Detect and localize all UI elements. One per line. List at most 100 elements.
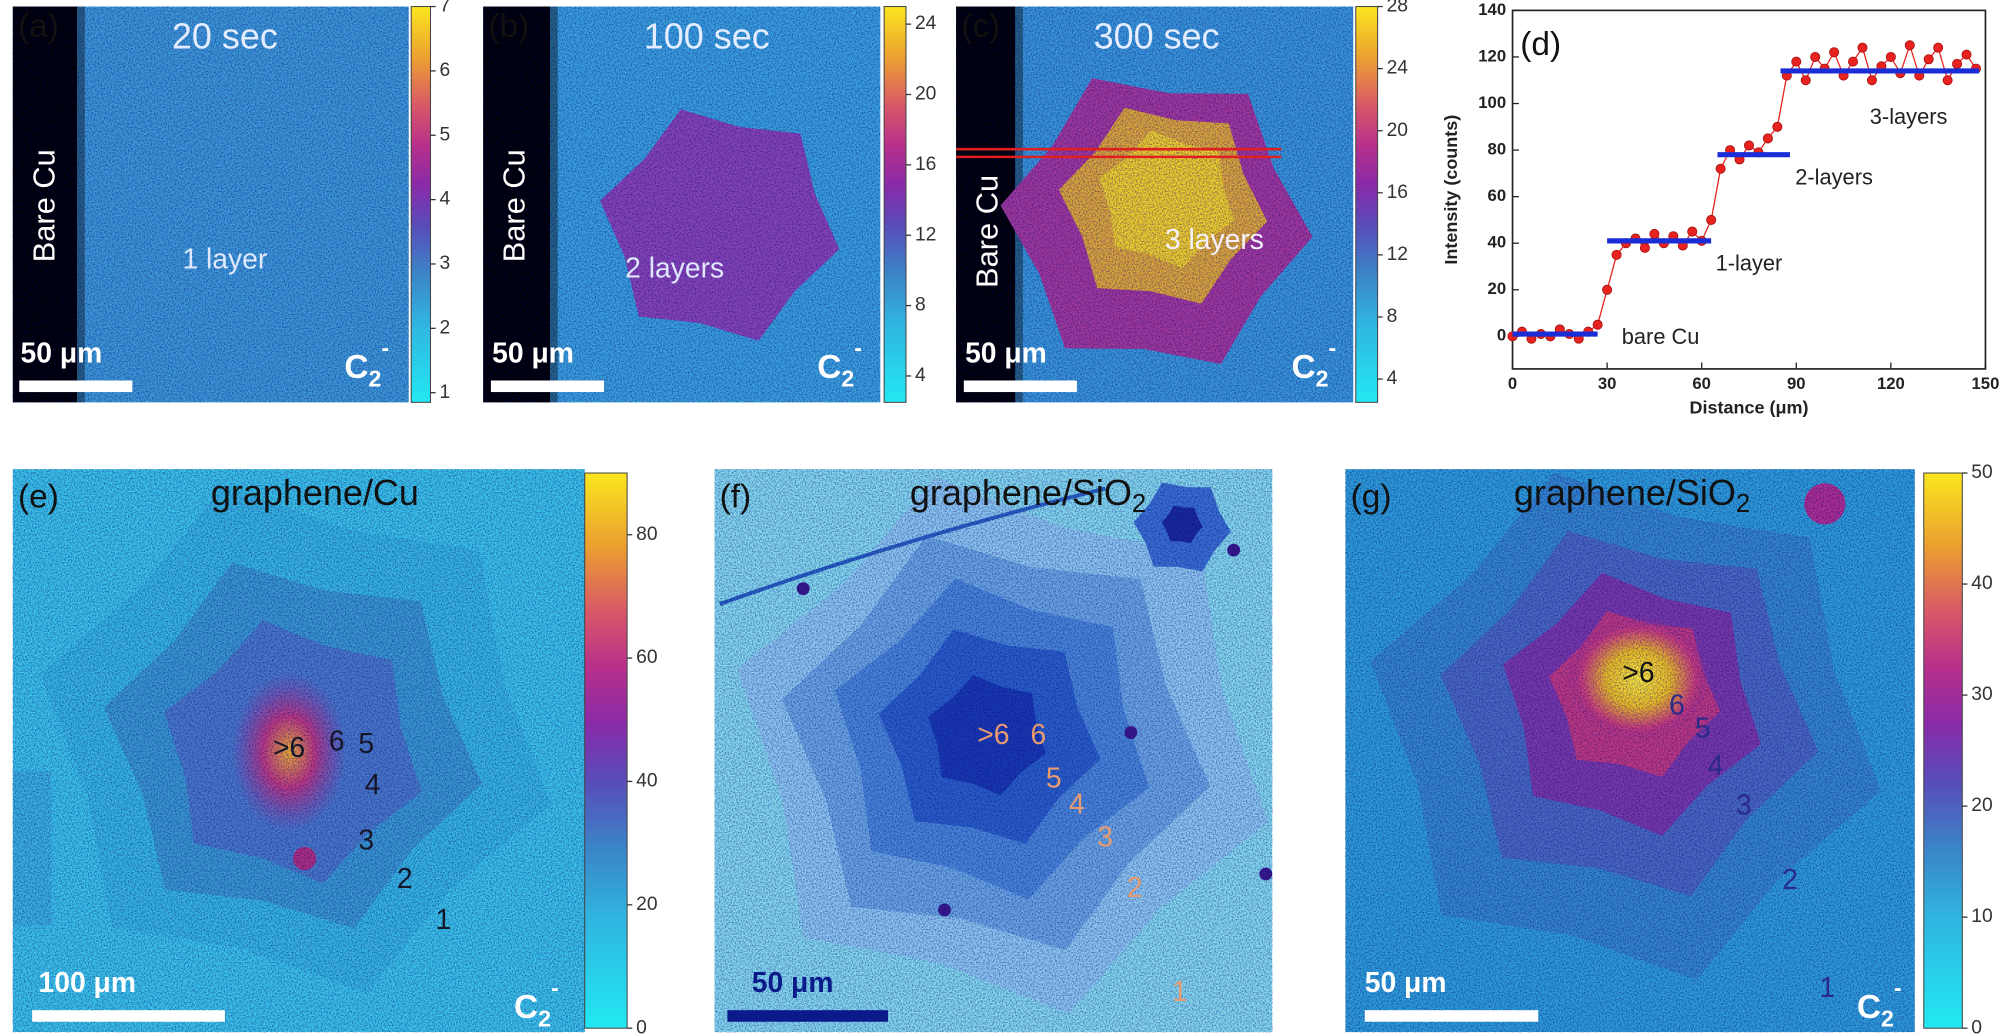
panel-label: (d) — [1520, 26, 1561, 63]
plot-frame — [1513, 10, 1986, 369]
colorbar-tick-label: 16 — [915, 154, 936, 175]
annotation: 2 — [1127, 871, 1143, 903]
title-text: graphene/Cu — [211, 471, 419, 512]
data-point — [1707, 215, 1716, 224]
colorbar-tick-label: 28 — [1387, 0, 1408, 17]
species-superscript: - — [551, 975, 559, 1001]
data-point — [1801, 76, 1810, 85]
colorbar-tick-label: 16 — [1387, 182, 1408, 203]
data-point — [1650, 229, 1659, 238]
y-tick-label: 20 — [1488, 279, 1507, 298]
noise — [715, 469, 1273, 1032]
colorbar-tick-label: 12 — [1387, 244, 1408, 265]
data-point — [1640, 243, 1649, 252]
colorbar-tick-label: 4 — [439, 189, 450, 210]
annotation: 3 — [1097, 821, 1113, 853]
title-text: graphene/SiO — [910, 471, 1132, 512]
colorbar-tick-label: 20 — [1971, 795, 1992, 816]
data-point — [1811, 52, 1820, 61]
panel-title: graphene/SiO2 — [910, 471, 1146, 518]
colorbar-tick-label: 0 — [1971, 1017, 1982, 1036]
colorbar-tick-label: 40 — [636, 771, 657, 792]
data-point — [1716, 164, 1725, 173]
species-superscript: - — [381, 335, 389, 361]
scale-bar — [32, 1010, 225, 1022]
data-point — [1593, 320, 1602, 329]
y-tick-label: 120 — [1478, 46, 1506, 65]
species-subscript: 2 — [538, 1006, 551, 1032]
colorbar-tick-label: 1 — [439, 382, 450, 403]
species-base: C — [344, 349, 368, 386]
species-subscript: 2 — [1881, 1006, 1894, 1032]
data-point — [1934, 43, 1943, 52]
data-point — [1612, 250, 1621, 259]
scale-bar — [964, 380, 1077, 392]
panel-label: (c) — [961, 8, 1000, 45]
panel-title: 300 sec — [1094, 15, 1220, 56]
page: { "panels": [ {"label": "(a)", "title": … — [0, 0, 2015, 1036]
scale-bar — [19, 380, 132, 392]
panel-title: 100 sec — [644, 15, 770, 56]
annotation: 3 layers — [1165, 223, 1264, 255]
scale-bar-label: 50 μm — [21, 336, 103, 368]
colorbar-tick-label: 2 — [439, 317, 450, 338]
annotation: 5 — [1695, 712, 1711, 744]
x-tick-label: 60 — [1692, 374, 1711, 393]
side-label: Bare Cu — [26, 149, 61, 262]
annotation: 5 — [358, 727, 374, 759]
y-axis-label: Intensity (counts) — [1441, 115, 1461, 265]
species-base: C — [1292, 349, 1316, 386]
species-superscript: - — [1894, 975, 1902, 1001]
x-tick-label: 120 — [1877, 374, 1905, 393]
colorbar — [585, 473, 627, 1028]
y-tick-label: 40 — [1488, 233, 1507, 252]
panel-title: graphene/SiO2 — [1514, 471, 1750, 518]
data-point — [1763, 134, 1772, 143]
colorbar-tick-label: 24 — [1387, 58, 1409, 79]
x-tick-label: 150 — [1972, 374, 2000, 393]
annotation: 2 — [1782, 863, 1798, 895]
scale-bar-label: 50 μm — [492, 336, 574, 368]
species-base: C — [1857, 989, 1881, 1026]
title-text: 100 sec — [644, 15, 770, 56]
data-point — [1792, 57, 1801, 66]
annotation: 3 — [358, 823, 374, 855]
title-text: graphene/SiO — [1514, 471, 1736, 512]
panel-title: graphene/Cu — [211, 471, 419, 512]
annotation: 3 — [1736, 789, 1752, 821]
annotation: 1 — [1820, 971, 1836, 1003]
colorbar — [884, 7, 906, 403]
scale-bar — [1365, 1010, 1538, 1022]
species-superscript: - — [1329, 335, 1337, 361]
noise — [1345, 469, 1914, 1032]
colorbar-tick-label: 80 — [636, 524, 657, 545]
annotation: 4 — [365, 768, 381, 800]
annotation: >6 — [1622, 656, 1654, 688]
scale-bar-label: 100 μm — [39, 966, 136, 998]
colorbar-tick-label: 10 — [1971, 906, 1992, 927]
colorbar-tick-label: 8 — [1387, 306, 1398, 327]
panel-label: (a) — [18, 8, 59, 45]
data-point — [1773, 122, 1782, 131]
colorbar-tick-label: 3 — [439, 253, 450, 274]
annotation: 1 — [1172, 975, 1188, 1007]
species-subscript: 2 — [841, 366, 854, 392]
data-point — [1848, 57, 1857, 66]
colorbar-tick-label: 20 — [1387, 120, 1408, 141]
data-point — [1886, 52, 1895, 61]
annotation: 6 — [329, 724, 345, 756]
title-subscript: 2 — [1132, 490, 1146, 518]
data-point — [1829, 48, 1838, 57]
y-tick-label: 0 — [1497, 326, 1506, 345]
colorbar-tick-label: 50 — [1971, 462, 1992, 483]
annotation: 1 layer — [182, 242, 267, 274]
data-point — [1905, 41, 1914, 50]
colorbar — [411, 7, 430, 403]
scale-bar-label: 50 μm — [965, 336, 1047, 368]
colorbar-tick-label: 60 — [636, 647, 657, 668]
species-subscript: 2 — [1316, 366, 1329, 392]
colorbar-tick-label: 6 — [439, 60, 450, 81]
annotation: 4 — [1708, 749, 1724, 781]
colorbar-tick-label: 20 — [636, 894, 657, 915]
title-text: 300 sec — [1094, 15, 1220, 56]
